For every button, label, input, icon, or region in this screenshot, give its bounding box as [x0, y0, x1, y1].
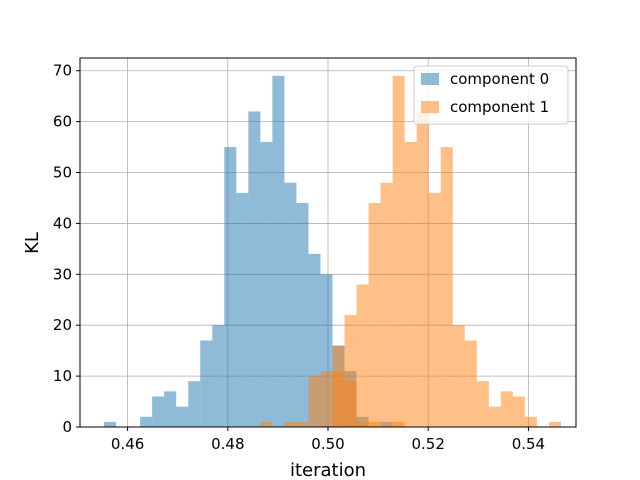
bar-series-0 — [164, 391, 177, 427]
y-tick-label: 0 — [62, 418, 72, 436]
bar-series-1 — [284, 421, 297, 427]
legend-swatch-component-0 — [421, 73, 439, 85]
bar-series-1 — [260, 421, 273, 427]
bar-series-2 — [476, 381, 489, 427]
bar-series-0 — [212, 325, 225, 427]
bar-series-2 — [500, 391, 513, 427]
bars — [104, 75, 561, 428]
bar-series-1 — [320, 371, 333, 427]
x-tick-label: 0.52 — [411, 435, 444, 453]
legend-label-component-1: component 1 — [450, 98, 549, 116]
bar-series-2 — [464, 340, 477, 427]
legend: component 0 component 1 — [413, 65, 569, 125]
bar-series-0 — [140, 416, 153, 427]
bar-series-0 — [200, 340, 213, 427]
x-axis-ticks: 0.46 0.48 0.50 0.52 0.54 — [111, 427, 545, 453]
bar-series-0 — [236, 192, 249, 427]
x-tick-label: 0.50 — [311, 435, 344, 453]
bar-series-1 — [296, 421, 309, 427]
bar-series-0 — [260, 141, 273, 427]
bar-series-2 — [404, 141, 417, 427]
bar-series-2 — [416, 111, 429, 427]
bar-series-2 — [356, 284, 369, 427]
y-axis-ticks: 0 10 20 30 40 50 60 70 — [53, 62, 80, 436]
bar-series-0 — [248, 111, 261, 427]
y-tick-label: 70 — [53, 62, 72, 80]
y-tick-label: 60 — [53, 113, 72, 131]
bar-series-0 — [224, 147, 237, 427]
y-tick-label: 50 — [53, 164, 72, 182]
bar-series-0 — [296, 203, 309, 427]
bar-series-2 — [368, 203, 381, 427]
bar-series-0 — [284, 182, 297, 427]
bar-series-2 — [332, 345, 345, 427]
y-tick-label: 10 — [53, 367, 72, 385]
x-tick-label: 0.46 — [111, 435, 144, 453]
bar-series-2 — [512, 396, 525, 427]
bar-series-0 — [152, 396, 165, 427]
x-tick-label: 0.48 — [211, 435, 244, 453]
bar-series-2 — [392, 75, 405, 428]
bar-series-1 — [308, 376, 321, 427]
y-axis-label: KL — [22, 232, 43, 254]
bar-series-2 — [380, 182, 393, 427]
bar-series-2 — [452, 325, 465, 427]
x-axis-label: iteration — [290, 460, 366, 480]
y-tick-label: 40 — [53, 214, 72, 232]
bar-series-0 — [272, 75, 285, 428]
bar-series-0 — [188, 381, 201, 427]
bar-series-2 — [548, 421, 561, 427]
legend-label-component-0: component 0 — [450, 70, 549, 88]
legend-frame — [413, 65, 569, 125]
bar-series-2 — [344, 315, 357, 427]
bar-series-0 — [176, 406, 189, 427]
bar-series-2 — [428, 192, 441, 427]
bar-series-0 — [104, 421, 117, 427]
bar-series-2 — [440, 147, 453, 427]
y-tick-label: 30 — [53, 265, 72, 283]
y-tick-label: 20 — [53, 316, 72, 334]
bar-series-2 — [524, 416, 537, 427]
x-tick-label: 0.54 — [512, 435, 545, 453]
bar-series-2 — [488, 406, 501, 427]
legend-swatch-component-1 — [421, 101, 439, 113]
